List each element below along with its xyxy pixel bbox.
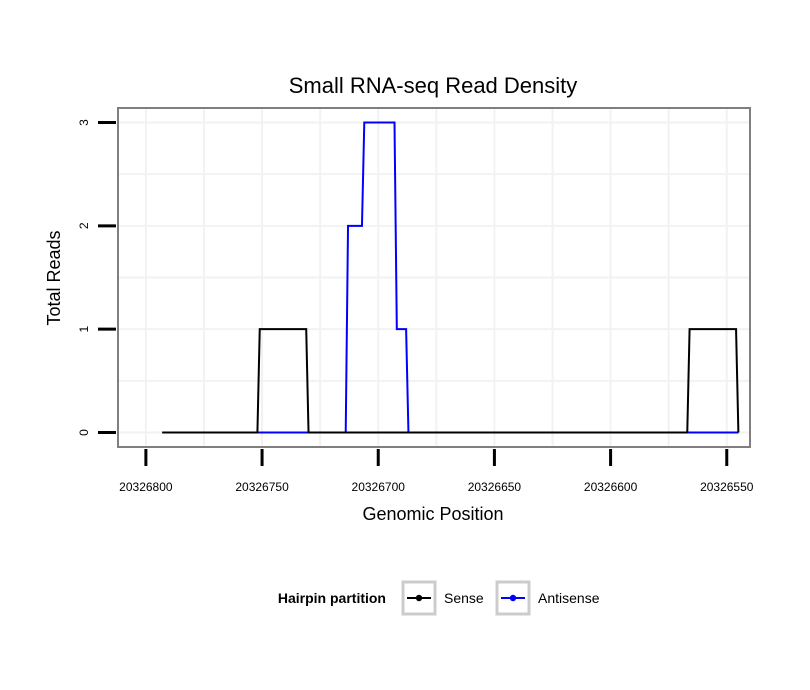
x-tick-label: 20326550 bbox=[700, 480, 754, 494]
legend-title: Hairpin partition bbox=[278, 590, 386, 606]
x-tick-label: 20326650 bbox=[468, 480, 522, 494]
legend-label: Antisense bbox=[538, 590, 600, 606]
series-lines bbox=[162, 121, 740, 434]
legend: Hairpin partition Sense Antisense bbox=[278, 580, 600, 616]
legend-label: Sense bbox=[444, 590, 484, 606]
series-line-sense bbox=[162, 328, 740, 434]
chart-title: Small RNA-seq Read Density bbox=[289, 73, 578, 98]
plot-border bbox=[117, 107, 751, 448]
y-tick-label: 3 bbox=[77, 119, 91, 126]
legend-key-point bbox=[509, 594, 517, 602]
y-tick-label: 1 bbox=[77, 326, 91, 333]
y-axis-ticks: 0 1 2 3 bbox=[77, 119, 116, 436]
y-tick-label: 2 bbox=[77, 222, 91, 229]
x-axis-title: Genomic Position bbox=[362, 504, 503, 524]
legend-item-sense: Sense bbox=[401, 580, 484, 616]
legend-key-point bbox=[415, 594, 423, 602]
y-axis-title: Total Reads bbox=[44, 230, 64, 325]
x-tick-label: 20326700 bbox=[352, 480, 406, 494]
x-tick-label: 20326800 bbox=[119, 480, 173, 494]
x-tick-label: 20326750 bbox=[235, 480, 289, 494]
grid-lines bbox=[118, 108, 750, 447]
legend-item-antisense: Antisense bbox=[495, 580, 600, 616]
x-tick-label: 20326600 bbox=[584, 480, 638, 494]
x-axis-ticks: 20326800 20326750 20326700 20326650 20326600… bbox=[119, 449, 754, 494]
y-tick-label: 0 bbox=[77, 429, 91, 436]
